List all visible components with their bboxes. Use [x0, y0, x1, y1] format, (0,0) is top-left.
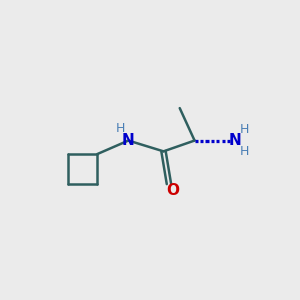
Text: H: H	[240, 146, 249, 158]
Text: H: H	[116, 122, 125, 135]
Text: N: N	[122, 133, 135, 148]
Text: N: N	[229, 133, 242, 148]
Text: H: H	[240, 123, 249, 136]
Text: O: O	[167, 183, 179, 198]
